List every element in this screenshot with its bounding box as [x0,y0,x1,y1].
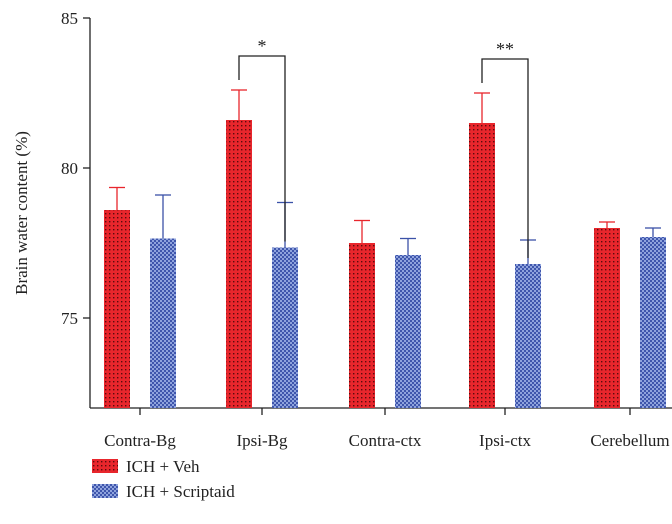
plot-area: 75 80 85 Brain water content (%) Contra-Bg Ip… [12,9,672,450]
bar-veh [349,243,375,408]
x-tick-label: Ipsi-Bg [237,431,289,450]
y-tick-label: 85 [61,9,78,28]
bar-veh [104,210,130,408]
bar-scriptaid [272,247,298,408]
legend-swatch-scriptaid [92,484,118,498]
legend-swatch-veh [92,459,118,473]
bar-scriptaid [150,238,176,408]
bar-scriptaid [515,264,541,408]
x-tick-label: Ipsi-ctx [479,431,531,450]
significance-label: ** [496,39,514,59]
bar-veh [469,123,495,408]
bar-veh [226,120,252,408]
legend-label: ICH + Veh [126,457,200,476]
significance-bracket [481,58,529,258]
bar-veh [594,228,620,408]
x-tick-label: Contra-ctx [349,431,422,450]
y-axis-label: Brain water content (%) [12,131,31,295]
y-tick-label: 80 [61,159,78,178]
legend: ICH + Veh ICH + Scriptaid [92,457,235,501]
bar-scriptaid [395,255,421,408]
x-tick-label: Contra-Bg [104,431,176,450]
significance-label: * [258,36,267,56]
significance-bracket [238,55,286,242]
legend-label: ICH + Scriptaid [126,482,235,501]
x-tick-label: Cerebellum [590,431,669,450]
bar-scriptaid [640,237,666,408]
y-tick-label: 75 [61,309,78,328]
